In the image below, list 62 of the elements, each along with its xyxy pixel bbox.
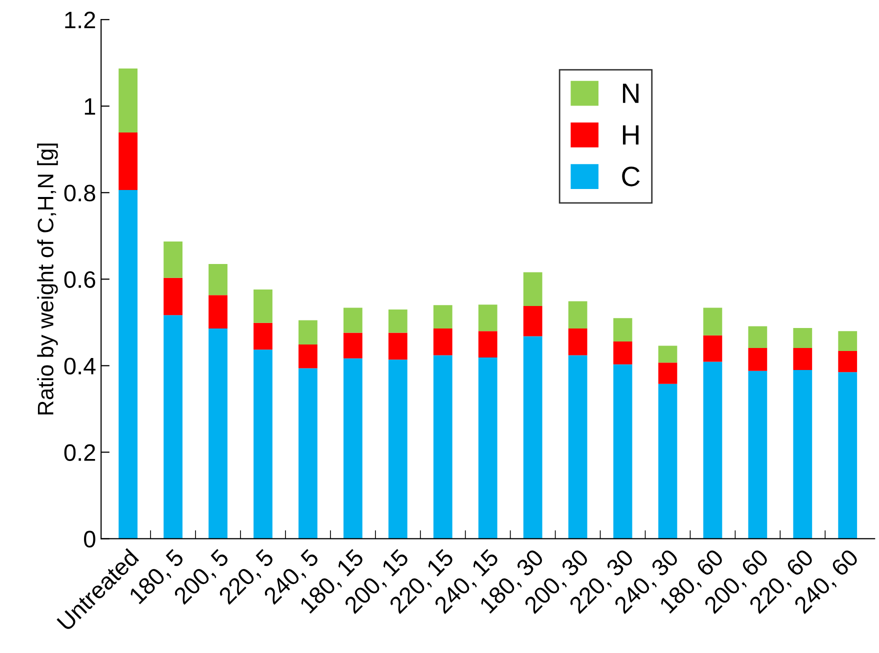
bar — [433, 355, 452, 539]
y-tick-label: 0.6 — [64, 271, 96, 288]
bar — [433, 305, 452, 328]
bar — [838, 372, 858, 539]
bar — [748, 370, 768, 539]
bar — [658, 384, 678, 539]
bar — [254, 322, 272, 350]
bar — [298, 344, 318, 368]
bar — [164, 242, 182, 278]
bar — [523, 336, 542, 539]
bar — [433, 328, 452, 356]
bar — [478, 304, 498, 332]
bar — [793, 370, 812, 539]
y-tick-label: 1 — [84, 98, 96, 115]
bar — [254, 350, 272, 539]
bar — [478, 331, 498, 358]
bar — [164, 278, 182, 316]
bar — [343, 332, 362, 358]
bar — [748, 348, 768, 371]
bar — [118, 68, 138, 132]
bar — [343, 308, 362, 333]
bar — [568, 301, 588, 328]
bar — [613, 341, 632, 364]
y-tick-label: 0.4 — [64, 358, 96, 374]
bar — [748, 326, 768, 348]
bar — [118, 132, 138, 190]
bar — [388, 309, 408, 333]
bar — [568, 355, 588, 539]
bar — [703, 335, 722, 362]
legend-label: C — [622, 166, 640, 186]
y-tick-label: 0.8 — [64, 184, 96, 202]
bar — [658, 346, 678, 363]
bar — [568, 328, 588, 356]
bar — [208, 264, 228, 296]
bar — [388, 332, 408, 360]
bar — [793, 328, 812, 348]
bar — [254, 290, 272, 323]
bar — [523, 306, 542, 336]
bar — [118, 190, 138, 539]
bar — [208, 295, 228, 328]
y-tick-label: 0.2 — [64, 444, 96, 461]
bar — [793, 348, 812, 370]
bar — [164, 315, 182, 539]
y-axis-title: Ratio by weight of C,H,N [g] — [37, 144, 58, 414]
legend-label: H — [622, 125, 638, 144]
y-tick-label: 1.2 — [65, 12, 96, 28]
y-tick-label: 0 — [84, 530, 96, 548]
legend-label: N — [622, 84, 638, 103]
bar — [298, 368, 318, 539]
bar — [523, 272, 542, 306]
bar — [703, 362, 722, 539]
bar — [388, 360, 408, 539]
bar — [703, 308, 722, 336]
bar — [838, 331, 858, 351]
bar — [658, 362, 678, 384]
bar — [208, 328, 228, 539]
bar — [478, 357, 498, 539]
bar — [343, 358, 362, 539]
bar — [838, 350, 858, 372]
bar — [613, 318, 632, 342]
bar — [298, 320, 318, 344]
bar — [613, 364, 632, 539]
